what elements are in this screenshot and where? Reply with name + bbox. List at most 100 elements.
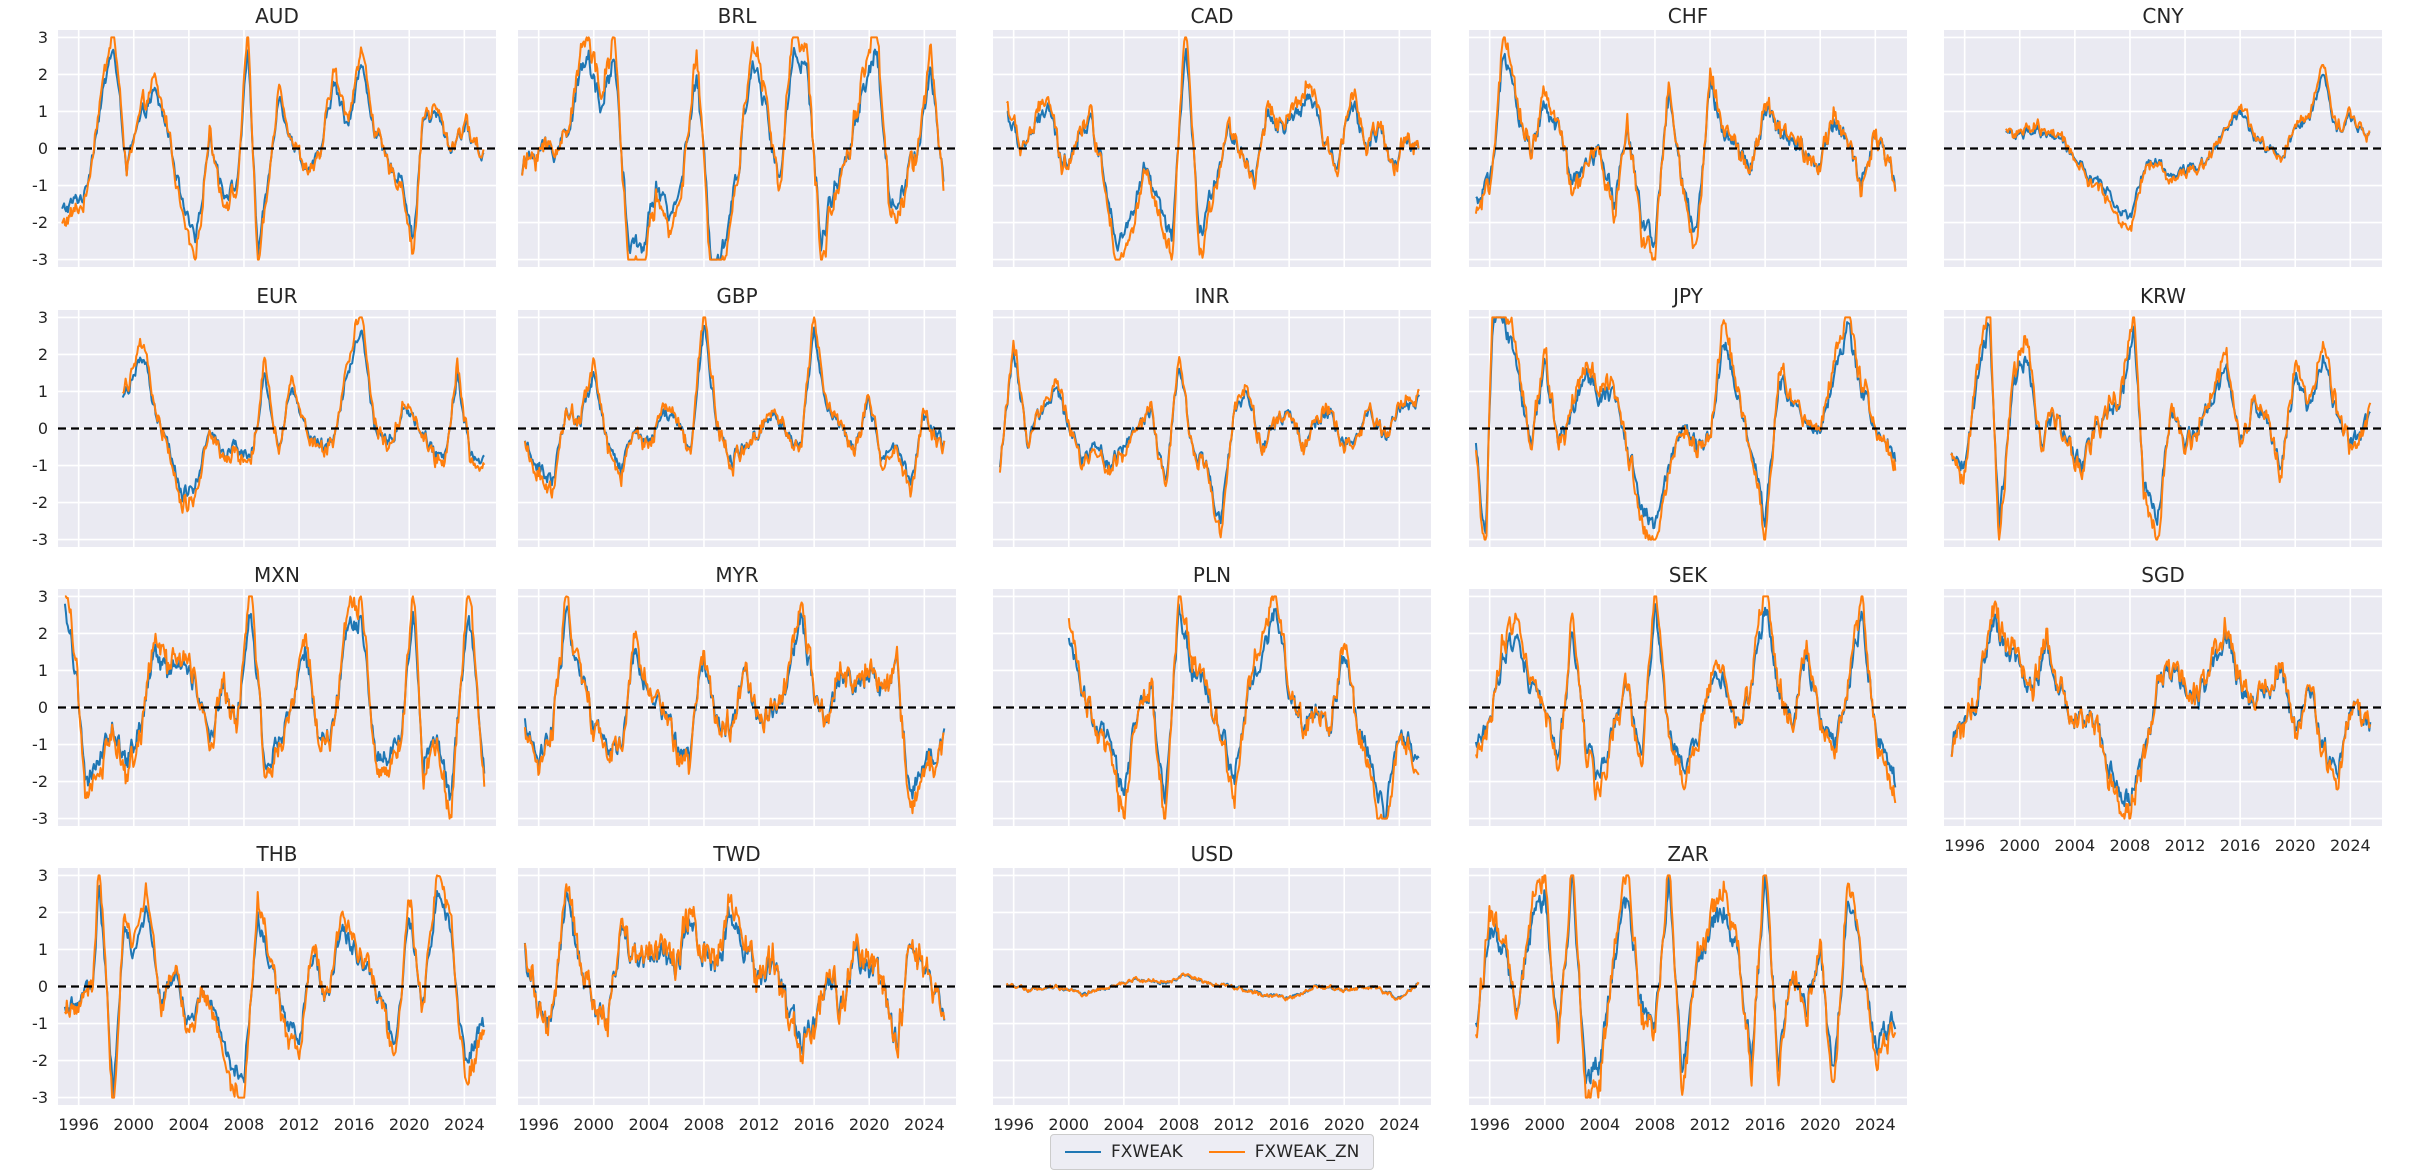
series-line-fxweak-zn <box>998 339 1420 539</box>
y-tick-label: 1 <box>38 102 48 121</box>
y-tick-label: -1 <box>32 176 48 195</box>
series-line-fxweak-zn <box>1474 874 1897 1099</box>
series-line-fxweak-zn <box>61 36 485 261</box>
panel-title: CHF <box>1668 4 1709 28</box>
y-tick-label: -2 <box>32 213 48 232</box>
x-tick-label: 1996 <box>1469 1115 1510 1134</box>
legend-entry-fxweak: FXWEAK <box>1065 1142 1183 1162</box>
x-tick-label: 2008 <box>2110 836 2151 855</box>
y-tick-label: 0 <box>38 139 48 158</box>
x-tick-label: 1996 <box>1944 836 1985 855</box>
panel-cad: CAD <box>993 4 1431 267</box>
x-tick-label: 2008 <box>1635 1115 1676 1134</box>
panel-title: BRL <box>718 4 758 28</box>
panel-zar: 1996 2000 2004 2008 2012 2016 2020 2024 ZAR <box>1469 842 1907 1134</box>
panel-title: INR <box>1195 284 1230 308</box>
y-tick-label: -2 <box>32 772 48 791</box>
series-line-fxweak-zn <box>1006 36 1420 261</box>
x-tick-label: 2000 <box>1524 1115 1565 1134</box>
panel-gbp: GBP <box>518 284 956 547</box>
panel-pln: PLN <box>993 563 1431 826</box>
panel-cny: CNY <box>1944 4 2382 267</box>
x-tick-label: 2016 <box>794 1115 835 1134</box>
x-tick-label: 2020 <box>2275 836 2316 855</box>
series-line-fxweak-zn <box>1474 36 1897 261</box>
series-line-fxweak-zn <box>1950 316 2372 541</box>
y-tick-label: 2 <box>38 624 48 643</box>
x-tick-label: 2012 <box>2165 836 2206 855</box>
series-line-fxweak-zn <box>1005 972 1420 1002</box>
x-tick-label: 2024 <box>2330 836 2371 855</box>
x-tick-label: 2020 <box>389 1115 430 1134</box>
panel-title: PLN <box>1193 563 1231 587</box>
x-tick-label: 2000 <box>1048 1115 1089 1134</box>
x-tick-label: 2012 <box>279 1115 320 1134</box>
panel-title: MYR <box>715 563 758 587</box>
y-tick-label: 1 <box>38 940 48 959</box>
legend: FXWEAK FXWEAK_ZN <box>1050 1134 1375 1170</box>
y-tick-label: -3 <box>32 809 48 828</box>
legend-swatch-fxweak <box>1065 1151 1101 1153</box>
x-tick-label: 2020 <box>1324 1115 1365 1134</box>
y-tick-label: -3 <box>32 250 48 269</box>
x-tick-label: 2024 <box>1379 1115 1420 1134</box>
x-tick-label: 2024 <box>1855 1115 1896 1134</box>
series-line-fxweak <box>63 603 486 801</box>
x-tick-label: 2008 <box>1159 1115 1200 1134</box>
y-tick-label: 3 <box>38 308 48 327</box>
panel-title: USD <box>1191 842 1234 866</box>
series-line-fxweak-zn <box>64 595 486 820</box>
panel-brl: BRL <box>518 4 956 267</box>
x-tick-label: 2008 <box>224 1115 265 1134</box>
panel-title: ZAR <box>1667 842 1708 866</box>
panel-title: MXN <box>254 563 300 587</box>
x-tick-label: 1996 <box>518 1115 559 1134</box>
x-tick-label: 2004 <box>168 1115 209 1134</box>
panel-krw: KRW <box>1944 284 2382 547</box>
panel-aud: -3 -2 -1 0 1 2 3 AUD <box>32 4 496 269</box>
x-tick-label: 2012 <box>1214 1115 1255 1134</box>
legend-label-fxweak: FXWEAK <box>1111 1142 1183 1162</box>
x-tick-label: 2020 <box>1800 1115 1841 1134</box>
panel-sek: SEK <box>1469 563 1907 826</box>
y-tick-label: -2 <box>32 1051 48 1070</box>
x-tick-label: 2000 <box>113 1115 154 1134</box>
y-tick-label: -2 <box>32 493 48 512</box>
y-tick-label: 2 <box>38 65 48 84</box>
series-line-fxweak-zn <box>1950 600 2372 820</box>
x-tick-label: 2000 <box>573 1115 614 1134</box>
series-line-fxweak-zn <box>523 316 946 499</box>
x-tick-label: 2004 <box>628 1115 669 1134</box>
panel-title: CNY <box>2142 4 2184 28</box>
series-line-fxweak-zn <box>1474 595 1897 804</box>
legend-swatch-fxweak-zn <box>1208 1151 1245 1153</box>
x-tick-label: 2024 <box>444 1115 485 1134</box>
series-line-fxweak-zn <box>64 874 486 1099</box>
y-tick-label: 0 <box>38 977 48 996</box>
panel-chf: CHF <box>1469 4 1907 267</box>
y-tick-label: 0 <box>38 419 48 438</box>
y-tick-label: -3 <box>32 1088 48 1107</box>
panel-sgd: 1996 2000 2004 2008 2012 2016 2020 2024 SGD <box>1944 563 2382 855</box>
y-tick-label: 3 <box>38 28 48 47</box>
panel-inr: INR <box>993 284 1431 547</box>
x-tick-label: 2000 <box>1999 836 2040 855</box>
x-tick-label: 2016 <box>334 1115 375 1134</box>
panel-thb: -3 -2 -1 0 1 2 3 1996 2000 2004 2008 2012 2016 2020 20… <box>32 842 496 1134</box>
y-tick-label: -3 <box>32 530 48 549</box>
y-tick-label: 3 <box>38 587 48 606</box>
y-tick-label: 0 <box>38 698 48 717</box>
series-line-fxweak-zn <box>1474 316 1897 541</box>
panel-myr: MYR <box>518 563 956 826</box>
legend-label-fxweak-zn: FXWEAK_ZN <box>1254 1142 1360 1162</box>
panel-title: SEK <box>1669 563 1708 587</box>
y-tick-label: -1 <box>32 735 48 754</box>
panel-usd: 1996 2000 2004 2008 2012 2016 2020 2024 USD <box>993 842 1431 1134</box>
series-line-fxweak <box>1950 322 2371 530</box>
panel-jpy: JPY <box>1469 284 1907 547</box>
x-tick-label: 2004 <box>2054 836 2095 855</box>
legend-entry-fxweak-zn: FXWEAK_ZN <box>1208 1142 1360 1162</box>
series-line-fxweak-zn <box>1067 595 1420 820</box>
y-tick-label: 3 <box>38 866 48 885</box>
y-tick-label: 1 <box>38 661 48 680</box>
